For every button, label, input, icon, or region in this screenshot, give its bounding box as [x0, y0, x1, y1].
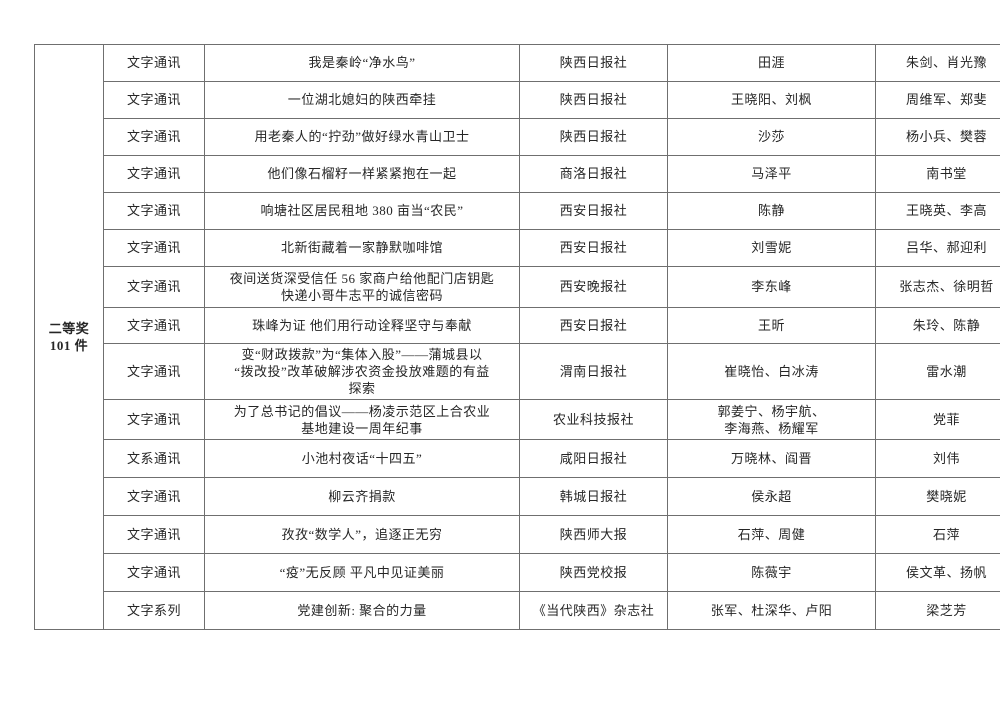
- editors-cell: 梁芝芳: [875, 591, 1000, 631]
- table-row: 文字通讯 珠峰为证 他们用行动诠释坚守与奉献 西安日报社 王昕 朱玲、陈静: [35, 307, 1000, 344]
- category-cell: 文字通讯: [103, 118, 205, 156]
- editors-cell: 王晓英、李高: [875, 192, 1000, 230]
- editors-cell: 杨小兵、樊蓉: [875, 118, 1000, 156]
- organization-cell: 农业科技报社: [519, 399, 668, 441]
- organization-cell: 陕西党校报: [519, 553, 668, 593]
- title-cell: 响塘社区居民租地 380 亩当“农民”: [204, 192, 520, 230]
- table-row: 文字通讯 响塘社区居民租地 380 亩当“农民” 西安日报社 陈静 王晓英、李高: [35, 192, 1000, 230]
- organization-cell: 西安日报社: [519, 192, 668, 230]
- organization-cell: 咸阳日报社: [519, 439, 668, 479]
- organization-cell: 陕西师大报: [519, 515, 668, 555]
- category-cell: 文字通讯: [103, 342, 205, 401]
- authors-cell: 田涯: [667, 44, 876, 82]
- organization-cell: 西安日报社: [519, 229, 668, 267]
- authors-cell: 石萍、周健: [667, 515, 876, 555]
- editors-cell: 刘伟: [875, 439, 1000, 479]
- authors-cell: 王晓阳、刘枫: [667, 81, 876, 119]
- editors-cell: 周维军、郑斐: [875, 81, 1000, 119]
- title-cell: 他们像石榴籽一样紧紧抱在一起: [204, 155, 520, 193]
- table-row: 文系通讯 小池村夜话“十四五” 咸阳日报社 万晓林、阎晋 刘伟: [35, 439, 1000, 479]
- table-row: 文字通讯 孜孜“数学人”，追逐正无穷 陕西师大报 石萍、周健 石萍: [35, 515, 1000, 555]
- title-cell: 变“财政拨款”为“集体入股”——蒲城县以 “拨改投”改革破解涉农资金投放难题的有…: [204, 342, 520, 401]
- authors-cell: 李东峰: [667, 266, 876, 308]
- organization-cell: 西安日报社: [519, 307, 668, 344]
- title-cell: 用老秦人的“拧劲”做好绿水青山卫士: [204, 118, 520, 156]
- editors-cell: 党菲: [875, 399, 1000, 441]
- authors-cell: 马泽平: [667, 155, 876, 193]
- title-cell: 北新街藏着一家静默咖啡馆: [204, 229, 520, 267]
- title-cell: 为了总书记的倡议——杨凌示范区上合农业 基地建设一周年纪事: [204, 399, 520, 441]
- award-group-cell: 二等奖 101 件: [34, 43, 104, 631]
- organization-cell: 西安晚报社: [519, 266, 668, 308]
- authors-cell: 郭姜宁、杨宇航、 李海燕、杨耀军: [667, 399, 876, 441]
- category-cell: 文字通讯: [103, 192, 205, 230]
- category-cell: 文字通讯: [103, 155, 205, 193]
- award-group-name: 二等奖: [48, 321, 90, 337]
- awards-table: 二等奖 101 件文字通讯 我是秦岭“净水鸟” 陕西日报社 田涯 朱剑、肖光豫 文字通讯 一位…: [34, 43, 1000, 631]
- title-cell: 柳云齐捐款: [204, 477, 520, 517]
- editors-cell: 雷水潮: [875, 342, 1000, 401]
- organization-cell: 韩城日报社: [519, 477, 668, 517]
- category-cell: 文字通讯: [103, 515, 205, 555]
- organization-cell: 渭南日报社: [519, 342, 668, 401]
- table-row: 文字通讯 柳云齐捐款 韩城日报社 侯永超 樊晓妮: [35, 477, 1000, 517]
- editors-cell: 南书堂: [875, 155, 1000, 193]
- category-cell: 文字通讯: [103, 44, 205, 82]
- category-cell: 文字通讯: [103, 266, 205, 308]
- editors-cell: 樊晓妮: [875, 477, 1000, 517]
- authors-cell: 侯永超: [667, 477, 876, 517]
- table-row: 二等奖 101 件文字通讯 我是秦岭“净水鸟” 陕西日报社 田涯 朱剑、肖光豫: [34, 43, 1000, 631]
- table-row: 文字通讯 “疫”无反顾 平凡中见证美丽 陕西党校报 陈薇宇 侯文革、扬帆: [35, 553, 1000, 593]
- category-cell: 文字通讯: [103, 553, 205, 593]
- editors-cell: 吕华、郝迎利: [875, 229, 1000, 267]
- category-cell: 文字通讯: [103, 229, 205, 267]
- organization-cell: 陕西日报社: [519, 81, 668, 119]
- title-cell: 一位湖北媳妇的陕西牵挂: [204, 81, 520, 119]
- editors-cell: 张志杰、徐明哲: [875, 266, 1000, 308]
- authors-cell: 陈静: [667, 192, 876, 230]
- title-cell: 珠峰为证 他们用行动诠释坚守与奉献: [204, 307, 520, 344]
- title-cell: “疫”无反顾 平凡中见证美丽: [204, 553, 520, 593]
- organization-cell: 陕西日报社: [519, 118, 668, 156]
- category-cell: 文字系列: [103, 591, 205, 631]
- table-row: 文字系列 党建创新: 聚合的力量 《当代陕西》杂志社 张军、杜深华、卢阳 梁芝芳: [35, 591, 1000, 631]
- authors-cell: 陈薇宇: [667, 553, 876, 593]
- authors-cell: 崔晓怡、白冰涛: [667, 342, 876, 401]
- editors-cell: 朱剑、肖光豫: [875, 44, 1000, 82]
- category-cell: 文字通讯: [103, 399, 205, 441]
- title-cell: 我是秦岭“净水鸟”: [204, 44, 520, 82]
- authors-cell: 万晓林、阎晋: [667, 439, 876, 479]
- authors-cell: 沙莎: [667, 118, 876, 156]
- editors-cell: 侯文革、扬帆: [875, 553, 1000, 593]
- table-row: 文字通讯 北新街藏着一家静默咖啡馆 西安日报社 刘雪妮 吕华、郝迎利: [35, 229, 1000, 267]
- category-cell: 文字通讯: [103, 307, 205, 344]
- category-cell: 文字通讯: [103, 477, 205, 517]
- title-cell: 夜间送货深受信任 56 家商户给他配门店钥匙 快递小哥牛志平的诚信密码: [204, 266, 520, 308]
- category-cell: 文字通讯: [103, 81, 205, 119]
- organization-cell: 陕西日报社: [519, 44, 668, 82]
- table-row: 文字通讯 夜间送货深受信任 56 家商户给他配门店钥匙 快递小哥牛志平的诚信密码西…: [35, 266, 1000, 308]
- table-row: 文字通讯 用老秦人的“拧劲”做好绿水青山卫士 陕西日报社 沙莎 杨小兵、樊蓉: [35, 118, 1000, 156]
- editors-cell: 石萍: [875, 515, 1000, 555]
- title-cell: 小池村夜话“十四五”: [204, 439, 520, 479]
- organization-cell: 商洛日报社: [519, 155, 668, 193]
- editors-cell: 朱玲、陈静: [875, 307, 1000, 344]
- table-row: 文字通讯 他们像石榴籽一样紧紧抱在一起 商洛日报社 马泽平 南书堂: [35, 155, 1000, 193]
- authors-cell: 张军、杜深华、卢阳: [667, 591, 876, 631]
- authors-cell: 王昕: [667, 307, 876, 344]
- category-cell: 文系通讯: [103, 439, 205, 479]
- organization-cell: 《当代陕西》杂志社: [519, 591, 668, 631]
- title-cell: 孜孜“数学人”，追逐正无穷: [204, 515, 520, 555]
- title-cell: 党建创新: 聚合的力量: [204, 591, 520, 631]
- table-row: 文字通讯 一位湖北媳妇的陕西牵挂 陕西日报社 王晓阳、刘枫 周维军、郑斐: [35, 81, 1000, 119]
- table-row: 文字通讯 为了总书记的倡议——杨凌示范区上合农业 基地建设一周年纪事 农业科技报社郭…: [35, 399, 1000, 441]
- award-group-count: 101 件: [49, 338, 89, 354]
- table-row: 文字通讯 变“财政拨款”为“集体入股”——蒲城县以 “拨改投”改革破解涉农资金投放…: [35, 342, 1000, 401]
- authors-cell: 刘雪妮: [667, 229, 876, 267]
- awards-table-body: 二等奖 101 件文字通讯 我是秦岭“净水鸟” 陕西日报社 田涯 朱剑、肖光豫 文字通讯 一位…: [34, 43, 1000, 631]
